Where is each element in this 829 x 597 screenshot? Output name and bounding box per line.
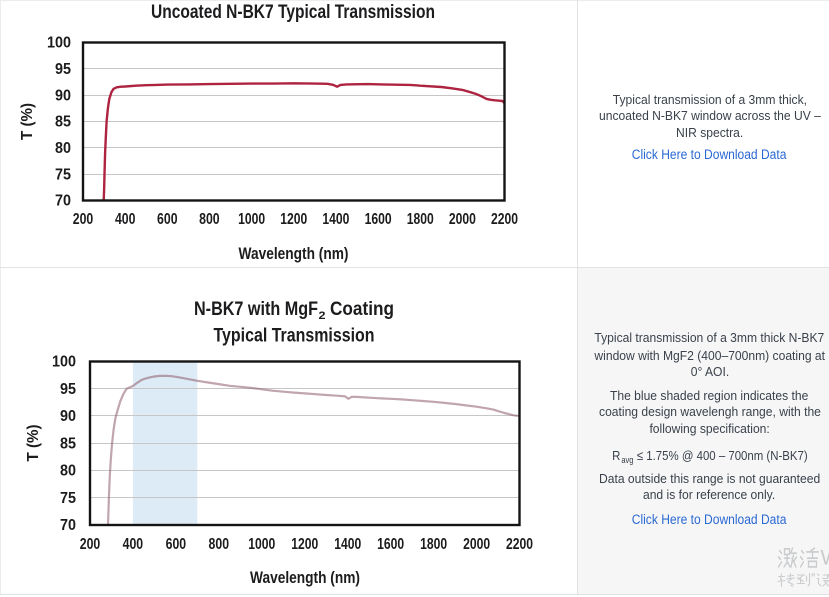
svg-text:1800: 1800 xyxy=(420,536,447,553)
svg-text:100: 100 xyxy=(52,354,76,371)
svg-text:Wavelength (nm): Wavelength (nm) xyxy=(250,569,360,587)
svg-text:2: 2 xyxy=(319,310,326,322)
svg-text:W: W xyxy=(821,547,829,570)
svg-text:95: 95 xyxy=(55,61,71,78)
svg-text:90: 90 xyxy=(60,408,76,425)
svg-text:800: 800 xyxy=(209,536,230,553)
svg-text:1400: 1400 xyxy=(334,536,361,553)
svg-text:600: 600 xyxy=(166,536,187,553)
svg-text:85: 85 xyxy=(60,435,76,452)
svg-text:400: 400 xyxy=(115,211,136,228)
svg-text:1000: 1000 xyxy=(248,536,275,553)
svg-text:80: 80 xyxy=(60,463,76,480)
svg-text:1800: 1800 xyxy=(407,211,434,228)
svg-text:1200: 1200 xyxy=(291,536,318,553)
svg-text:70: 70 xyxy=(55,193,71,210)
svg-text:90: 90 xyxy=(55,87,71,104)
svg-text:2200: 2200 xyxy=(491,211,518,228)
svg-text:T (%): T (%) xyxy=(25,425,42,462)
svg-text:95: 95 xyxy=(60,381,76,398)
svg-text:200: 200 xyxy=(73,211,94,228)
svg-text:T (%): T (%) xyxy=(19,103,36,140)
svg-text:85: 85 xyxy=(55,114,71,131)
svg-text:100: 100 xyxy=(47,35,71,52)
svg-text:N-BK7 with MgF: N-BK7 with MgF xyxy=(194,298,318,320)
svg-text:Uncoated N-BK7 Typical Transmi: Uncoated N-BK7 Typical Transmission xyxy=(151,1,435,23)
svg-text:1600: 1600 xyxy=(377,536,404,553)
svg-text:75: 75 xyxy=(60,490,76,507)
svg-text:600: 600 xyxy=(157,211,178,228)
svg-text:75: 75 xyxy=(55,166,71,183)
svg-text:Coating: Coating xyxy=(330,298,394,320)
svg-text:Wavelength (nm): Wavelength (nm) xyxy=(239,245,349,263)
svg-text:2000: 2000 xyxy=(449,211,476,228)
svg-text:70: 70 xyxy=(60,517,76,534)
svg-text:1600: 1600 xyxy=(365,211,392,228)
svg-text:Typical Transmission: Typical Transmission xyxy=(214,325,375,347)
svg-text:80: 80 xyxy=(55,140,71,157)
svg-text:400: 400 xyxy=(123,536,144,553)
svg-text:1200: 1200 xyxy=(280,211,307,228)
svg-text:1400: 1400 xyxy=(322,211,349,228)
svg-text:2200: 2200 xyxy=(506,536,533,553)
svg-text:1000: 1000 xyxy=(238,211,265,228)
svg-text:2000: 2000 xyxy=(463,536,490,553)
svg-text:200: 200 xyxy=(80,536,101,553)
svg-text:800: 800 xyxy=(199,211,220,228)
